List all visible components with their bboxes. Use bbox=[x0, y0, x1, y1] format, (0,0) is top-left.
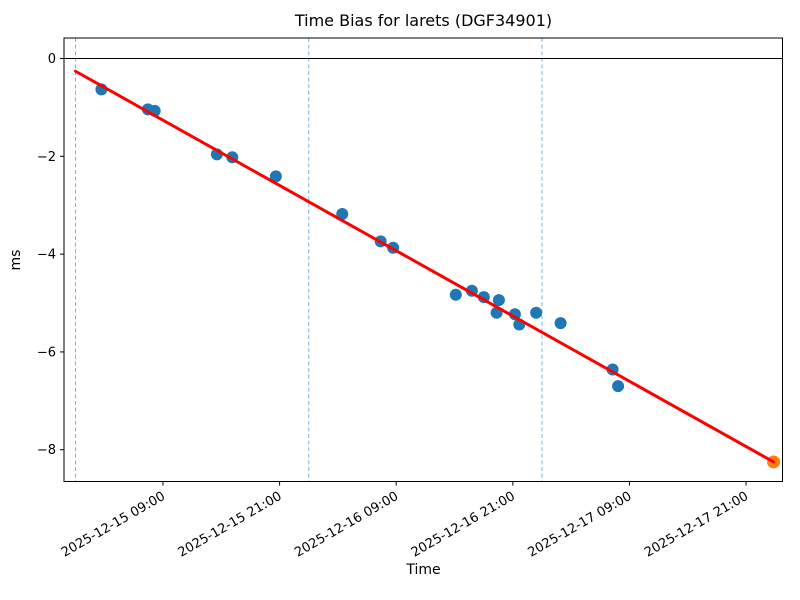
chart-title: Time Bias for larets (DGF34901) bbox=[294, 11, 553, 30]
observed-point bbox=[492, 294, 505, 307]
plot-border bbox=[63, 37, 783, 482]
x-tick-label: 2025-12-17 21:00 bbox=[642, 489, 751, 561]
y-tick-label: −8 bbox=[37, 443, 56, 458]
linear-fit-line bbox=[73, 69, 776, 464]
x-axis-label: Time bbox=[406, 562, 441, 578]
observed-point bbox=[336, 208, 349, 221]
y-tick-label: −2 bbox=[37, 150, 56, 165]
observed-point bbox=[612, 380, 625, 393]
y-axis-label: ms bbox=[8, 249, 24, 271]
x-tick-label: 2025-12-15 09:00 bbox=[59, 489, 168, 561]
observed-point bbox=[449, 288, 462, 301]
y-tick-label: −4 bbox=[37, 248, 56, 263]
observed-point bbox=[530, 306, 543, 319]
x-tick-label: 2025-12-16 21:00 bbox=[409, 489, 518, 561]
x-tick-label: 2025-12-17 09:00 bbox=[525, 489, 634, 561]
y-tick-label: 0 bbox=[48, 52, 56, 67]
observed-point bbox=[269, 170, 282, 183]
x-tick-label: 2025-12-15 21:00 bbox=[176, 489, 285, 561]
observed-point bbox=[554, 317, 567, 330]
x-tick-label: 2025-12-16 09:00 bbox=[292, 489, 401, 561]
y-tick-label: −6 bbox=[37, 345, 56, 360]
